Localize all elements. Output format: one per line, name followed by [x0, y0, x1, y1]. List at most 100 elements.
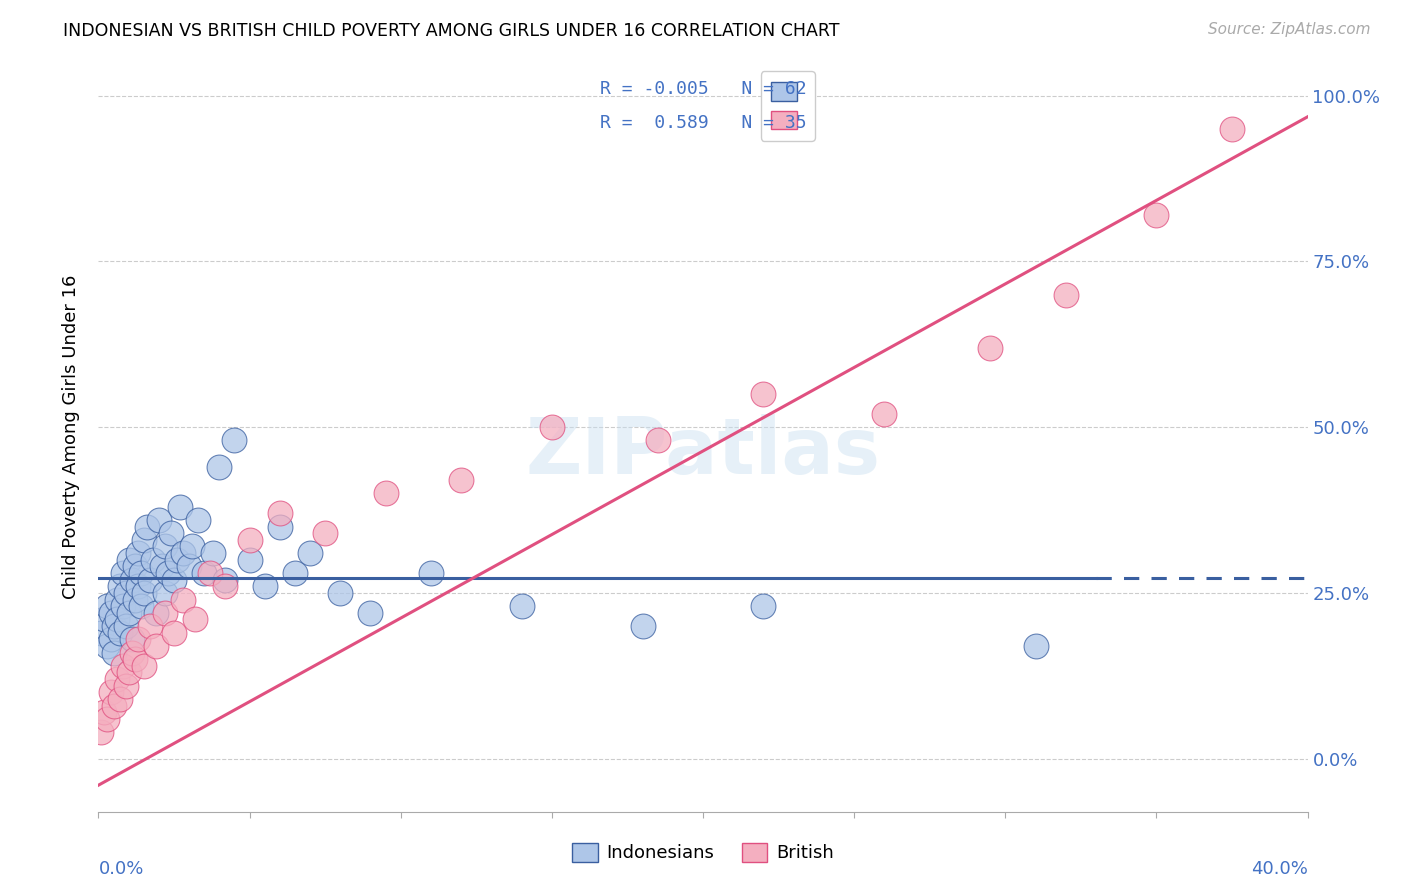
Point: [239, 533, 262, 547]
Point: [179, 559, 201, 574]
Point: [118, 665, 141, 680]
Point: [132, 658, 155, 673]
Point: [124, 652, 146, 666]
Point: [114, 586, 136, 600]
Point: [1144, 208, 1167, 222]
Point: [139, 619, 162, 633]
Point: [96, 639, 118, 653]
Point: [160, 526, 183, 541]
Point: [329, 586, 352, 600]
Point: [121, 632, 143, 647]
Legend: , : ,: [761, 71, 814, 141]
Point: [96, 712, 118, 726]
Point: [166, 553, 188, 567]
Point: [100, 685, 122, 699]
Text: 0.0%: 0.0%: [98, 861, 143, 879]
Text: 40.0%: 40.0%: [1251, 861, 1308, 879]
Point: [420, 566, 443, 580]
Point: [108, 692, 131, 706]
Point: [873, 407, 896, 421]
Point: [269, 519, 291, 533]
Point: [139, 573, 162, 587]
Text: ZIPatlas: ZIPatlas: [526, 414, 880, 490]
Point: [540, 420, 562, 434]
Point: [108, 579, 131, 593]
Point: [284, 566, 307, 580]
Point: [631, 619, 654, 633]
Point: [100, 632, 122, 647]
Point: [124, 559, 146, 574]
Text: R =  0.589   N = 35: R = 0.589 N = 35: [600, 114, 807, 132]
Point: [121, 646, 143, 660]
Point: [299, 546, 322, 560]
Point: [163, 573, 186, 587]
Point: [163, 625, 186, 640]
Point: [269, 506, 291, 520]
Point: [181, 540, 204, 554]
Point: [752, 599, 775, 614]
Point: [129, 599, 152, 614]
Point: [132, 533, 155, 547]
Point: [239, 553, 262, 567]
Point: [127, 579, 149, 593]
Point: [169, 500, 191, 514]
Point: [979, 341, 1001, 355]
Text: Source: ZipAtlas.com: Source: ZipAtlas.com: [1208, 22, 1371, 37]
Point: [114, 619, 136, 633]
Point: [1024, 639, 1046, 653]
Point: [96, 599, 118, 614]
Point: [184, 612, 207, 626]
Legend: Indonesians, British: Indonesians, British: [565, 836, 841, 870]
Point: [90, 625, 112, 640]
Point: [127, 546, 149, 560]
Point: [121, 573, 143, 587]
Point: [153, 540, 176, 554]
Point: [253, 579, 276, 593]
Point: [224, 434, 246, 448]
Point: [510, 599, 533, 614]
Point: [1054, 287, 1077, 301]
Point: [118, 606, 141, 620]
Point: [105, 592, 128, 607]
Point: [156, 566, 179, 580]
Point: [314, 526, 336, 541]
Point: [153, 586, 176, 600]
Point: [214, 579, 236, 593]
Point: [114, 679, 136, 693]
Point: [1220, 121, 1243, 136]
Point: [105, 672, 128, 686]
Point: [145, 606, 167, 620]
Point: [103, 646, 125, 660]
Point: [111, 566, 134, 580]
Point: [172, 546, 194, 560]
Text: R = -0.005   N = 62: R = -0.005 N = 62: [600, 80, 807, 98]
Point: [100, 606, 122, 620]
Point: [148, 513, 170, 527]
Point: [193, 566, 215, 580]
Point: [90, 725, 112, 739]
Y-axis label: Child Poverty Among Girls Under 16: Child Poverty Among Girls Under 16: [62, 275, 80, 599]
Point: [142, 553, 165, 567]
Point: [374, 486, 396, 500]
Point: [127, 632, 149, 647]
Point: [103, 619, 125, 633]
Point: [200, 566, 222, 580]
Point: [111, 658, 134, 673]
Point: [145, 639, 167, 653]
Point: [202, 546, 225, 560]
Point: [124, 592, 146, 607]
Point: [187, 513, 209, 527]
Point: [118, 553, 141, 567]
Point: [647, 434, 669, 448]
Point: [129, 566, 152, 580]
Text: INDONESIAN VS BRITISH CHILD POVERTY AMONG GIRLS UNDER 16 CORRELATION CHART: INDONESIAN VS BRITISH CHILD POVERTY AMON…: [63, 22, 839, 40]
Point: [132, 586, 155, 600]
Point: [103, 698, 125, 713]
Point: [153, 606, 176, 620]
Point: [105, 612, 128, 626]
Point: [93, 705, 115, 719]
Point: [135, 519, 157, 533]
Point: [172, 592, 194, 607]
Point: [108, 625, 131, 640]
Point: [450, 473, 472, 487]
